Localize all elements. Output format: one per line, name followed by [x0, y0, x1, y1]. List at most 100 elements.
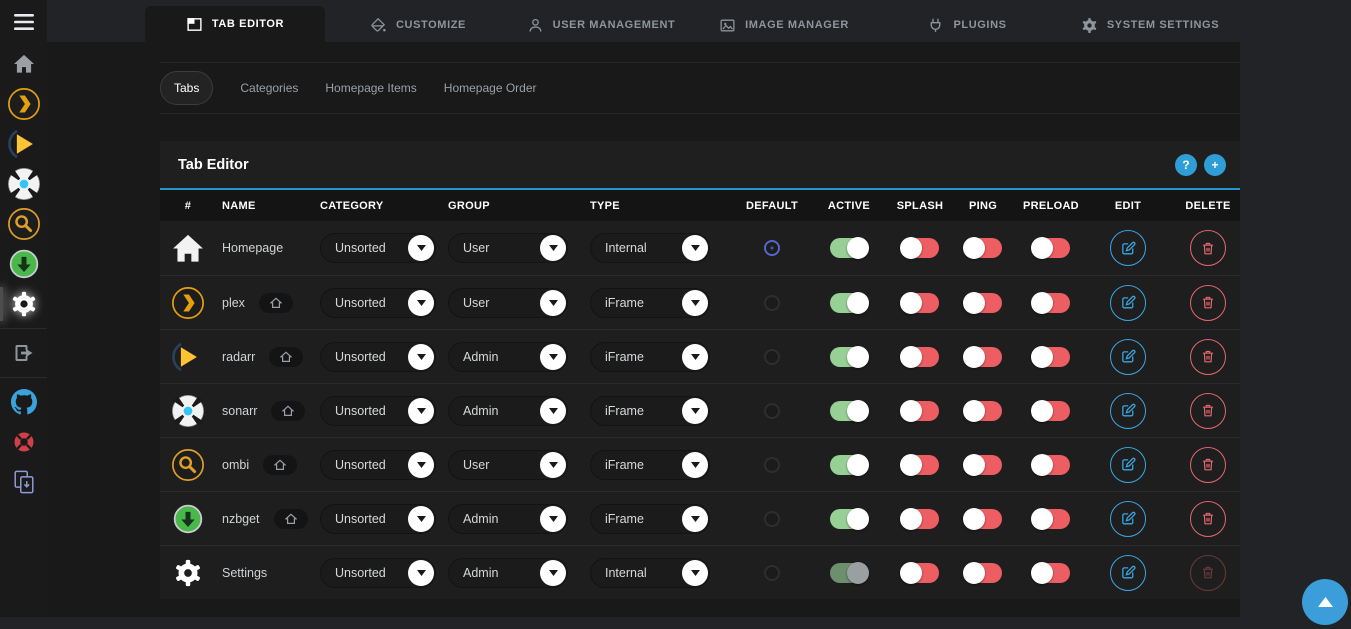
logout-icon	[12, 341, 36, 365]
default-radio[interactable]	[764, 402, 780, 419]
preload-toggle[interactable]	[1031, 291, 1070, 314]
category-select[interactable]: Unsorted	[320, 503, 436, 534]
type-select[interactable]: Internal	[590, 233, 710, 263]
active-toggle[interactable]	[830, 399, 869, 422]
default-radio[interactable]	[764, 510, 780, 527]
active-toggle[interactable]	[830, 561, 869, 584]
github-icon	[10, 389, 37, 415]
ping-cell	[944, 291, 1022, 314]
ping-toggle[interactable]	[963, 345, 1002, 368]
ping-toggle[interactable]	[963, 399, 1002, 422]
type-select[interactable]: Internal	[590, 557, 710, 588]
delete-button[interactable]	[1190, 446, 1226, 483]
preload-toggle[interactable]	[1031, 453, 1070, 476]
subtab-tabs[interactable]: Tabs	[160, 71, 214, 105]
tab-label: IMAGE MANAGER	[745, 19, 849, 31]
ping-toggle[interactable]	[963, 453, 1002, 476]
tab-image-manager[interactable]: IMAGE MANAGER	[694, 8, 874, 42]
group-select[interactable]: User	[448, 287, 568, 318]
ping-toggle[interactable]	[963, 291, 1002, 314]
type-select[interactable]: iFrame	[590, 395, 710, 426]
group-select[interactable]: User	[448, 233, 568, 263]
edit-button[interactable]	[1110, 446, 1146, 483]
edit-button[interactable]	[1110, 230, 1146, 266]
active-toggle[interactable]	[830, 345, 869, 368]
tab-tab-editor[interactable]: TAB EDITOR	[145, 6, 325, 42]
edit-button[interactable]	[1110, 554, 1146, 591]
group-select[interactable]: Admin	[448, 395, 568, 426]
active-toggle[interactable]	[830, 237, 869, 259]
default-radio[interactable]	[764, 348, 780, 365]
preload-toggle[interactable]	[1031, 561, 1070, 584]
menu-button[interactable]	[0, 0, 47, 44]
edit-button[interactable]	[1110, 392, 1146, 429]
category-select[interactable]: Unsorted	[320, 557, 436, 588]
edit-button[interactable]	[1110, 500, 1146, 537]
preload-toggle[interactable]	[1031, 507, 1070, 530]
default-radio[interactable]	[764, 240, 780, 256]
group-select[interactable]: User	[448, 449, 568, 480]
tab-system-settings[interactable]: SYSTEM SETTINGS	[1060, 8, 1240, 42]
scroll-to-top-button[interactable]	[1302, 579, 1348, 625]
type-select[interactable]: iFrame	[590, 503, 710, 534]
splash-toggle[interactable]	[900, 561, 939, 584]
sidebar-item-sonarr[interactable]	[0, 164, 47, 204]
tab-plugins[interactable]: PLUGINS	[877, 8, 1057, 42]
help-button[interactable]: ?	[1175, 153, 1197, 176]
delete-button[interactable]	[1190, 338, 1226, 375]
category-select[interactable]: Unsorted	[320, 449, 436, 480]
splash-toggle[interactable]	[900, 453, 939, 476]
ping-toggle[interactable]	[963, 507, 1002, 530]
sidebar-item-settings[interactable]	[0, 284, 47, 324]
default-radio[interactable]	[764, 564, 780, 581]
tabs-strip: TAB EDITOR CUSTOMIZE USER MANAGEMENT IMAGE …	[145, 0, 1240, 42]
subtab-homepage-items[interactable]: Homepage Items	[325, 81, 417, 95]
edit-button[interactable]	[1110, 284, 1146, 321]
category-select[interactable]: Unsorted	[320, 341, 436, 372]
group-select[interactable]: Admin	[448, 557, 568, 588]
active-toggle[interactable]	[830, 507, 869, 530]
ping-toggle[interactable]	[963, 561, 1002, 584]
delete-button[interactable]	[1190, 284, 1226, 321]
sidebar-item-logout[interactable]	[0, 333, 47, 373]
sidebar-item-github[interactable]	[0, 382, 47, 422]
subtab-categories[interactable]: Categories	[240, 81, 299, 95]
tab-user-management[interactable]: USER MANAGEMENT	[511, 8, 691, 42]
splash-toggle[interactable]	[900, 291, 939, 314]
sidebar-item-support[interactable]	[0, 422, 47, 462]
default-radio[interactable]	[764, 294, 780, 311]
sidebar-item-plex[interactable]	[0, 84, 47, 124]
category-select[interactable]: Unsorted	[320, 395, 436, 426]
delete-button[interactable]	[1190, 500, 1226, 537]
splash-toggle[interactable]	[900, 507, 939, 530]
category-select[interactable]: Unsorted	[320, 233, 436, 263]
sidebar-item-ombi[interactable]	[0, 204, 47, 244]
delete-button[interactable]	[1190, 230, 1226, 266]
edit-icon	[1120, 564, 1137, 581]
splash-toggle[interactable]	[900, 237, 939, 259]
edit-button[interactable]	[1110, 338, 1146, 375]
subtab-homepage-order[interactable]: Homepage Order	[443, 81, 537, 95]
ping-toggle[interactable]	[963, 237, 1002, 259]
sidebar-item-pages[interactable]	[0, 462, 47, 502]
splash-toggle[interactable]	[900, 399, 939, 422]
delete-button[interactable]	[1190, 392, 1226, 429]
preload-toggle[interactable]	[1031, 345, 1070, 368]
sidebar-item-nzbget[interactable]	[0, 244, 47, 284]
splash-toggle[interactable]	[900, 345, 939, 368]
default-radio[interactable]	[764, 456, 780, 473]
active-toggle[interactable]	[830, 453, 869, 476]
sidebar-item-radarr[interactable]	[0, 124, 47, 164]
sidebar-item-home[interactable]	[0, 44, 47, 84]
add-tab-button[interactable]: +	[1204, 153, 1226, 176]
type-select[interactable]: iFrame	[590, 287, 710, 318]
type-select[interactable]: iFrame	[590, 449, 710, 480]
preload-toggle[interactable]	[1031, 399, 1070, 422]
type-select[interactable]: iFrame	[590, 341, 710, 372]
active-toggle[interactable]	[830, 291, 869, 314]
tab-customize[interactable]: CUSTOMIZE	[328, 8, 508, 42]
group-select[interactable]: Admin	[448, 341, 568, 372]
category-select[interactable]: Unsorted	[320, 287, 436, 318]
group-select[interactable]: Admin	[448, 503, 568, 534]
preload-toggle[interactable]	[1031, 237, 1070, 259]
